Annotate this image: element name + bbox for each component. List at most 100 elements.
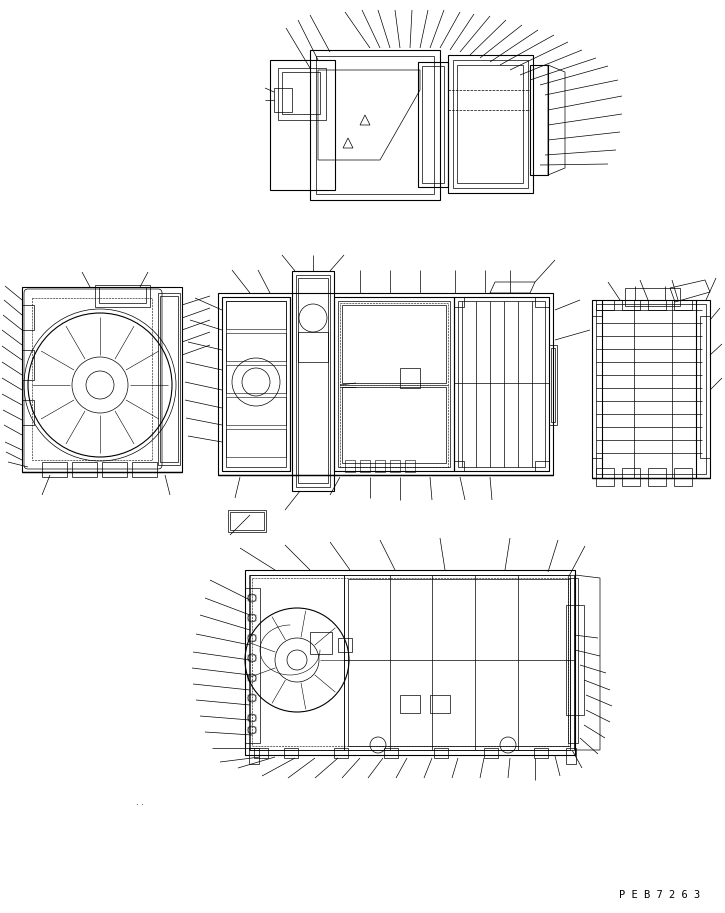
Bar [158, 293, 180, 465]
Bar [245, 570, 575, 755]
Bar [434, 748, 448, 758]
Bar [222, 297, 290, 471]
Bar [270, 60, 335, 190]
Bar [418, 62, 448, 187]
Bar [390, 460, 400, 472]
Bar [596, 304, 706, 474]
Bar [340, 385, 448, 467]
Bar [592, 316, 602, 458]
Bar [228, 510, 266, 532]
Bar [230, 512, 264, 530]
Bar [530, 65, 548, 175]
Bar [248, 715, 256, 721]
Bar [226, 397, 286, 425]
Bar [592, 300, 710, 478]
Bar [648, 468, 666, 486]
Bar [160, 296, 178, 462]
Bar [226, 301, 286, 467]
Bar [454, 461, 464, 471]
Bar [282, 72, 320, 114]
Bar [250, 575, 570, 750]
Bar [334, 297, 454, 471]
Bar [535, 461, 549, 471]
Bar [132, 462, 157, 477]
Bar [254, 748, 268, 758]
Bar [292, 271, 334, 491]
Bar [99, 287, 146, 303]
Bar [248, 615, 256, 621]
Bar [278, 68, 326, 120]
Bar [249, 748, 259, 764]
Bar [551, 348, 555, 422]
Bar [422, 66, 444, 183]
Bar [338, 638, 352, 652]
Bar [566, 748, 576, 764]
Bar [454, 297, 549, 471]
Bar [298, 278, 328, 483]
Bar [334, 748, 348, 758]
Bar [342, 387, 446, 463]
Bar [405, 460, 415, 472]
Bar [622, 300, 640, 310]
Bar [102, 462, 127, 477]
Bar [375, 460, 385, 472]
Bar [22, 350, 34, 380]
Bar [245, 588, 260, 743]
Bar [568, 578, 578, 743]
Bar [248, 635, 256, 641]
Bar [248, 727, 256, 733]
Bar [344, 575, 574, 750]
Bar [252, 578, 568, 746]
Bar [345, 460, 355, 472]
Bar [448, 55, 533, 193]
Bar [674, 468, 692, 486]
Bar [316, 56, 434, 194]
Bar [338, 301, 450, 467]
Bar [248, 655, 256, 661]
Bar [72, 462, 97, 477]
Bar [457, 65, 523, 183]
Bar [226, 429, 286, 457]
Bar [248, 695, 256, 701]
Bar [549, 345, 557, 425]
Bar [22, 287, 182, 472]
Bar [284, 748, 298, 758]
Bar [42, 462, 67, 477]
Bar [342, 305, 446, 383]
Bar [453, 60, 528, 188]
Bar [32, 298, 152, 460]
Bar [348, 579, 570, 746]
Bar [296, 275, 330, 487]
Bar [454, 297, 464, 307]
Bar [700, 316, 710, 458]
Bar [430, 695, 450, 713]
Bar [596, 468, 614, 486]
Bar [384, 748, 398, 758]
Bar [248, 595, 256, 601]
Bar [484, 748, 498, 758]
Bar [648, 300, 666, 310]
Bar [310, 632, 332, 654]
Bar [566, 605, 584, 715]
Text: . .: . . [136, 798, 144, 807]
Text: P E B 7 2 6 3: P E B 7 2 6 3 [619, 890, 700, 900]
Bar [22, 400, 34, 425]
Bar [535, 297, 549, 307]
Bar [674, 300, 692, 310]
Bar [226, 301, 286, 329]
Bar [458, 301, 545, 467]
Bar [360, 460, 370, 472]
Bar [95, 285, 150, 307]
Bar [249, 575, 344, 750]
Bar [248, 675, 256, 681]
Bar [400, 695, 420, 713]
Bar [274, 88, 292, 112]
Bar [298, 332, 328, 362]
Bar [226, 333, 286, 361]
Bar [226, 365, 286, 393]
Bar [22, 305, 34, 330]
Bar [310, 50, 440, 200]
Bar [340, 303, 448, 385]
Bar [622, 468, 640, 486]
Bar [400, 368, 420, 388]
